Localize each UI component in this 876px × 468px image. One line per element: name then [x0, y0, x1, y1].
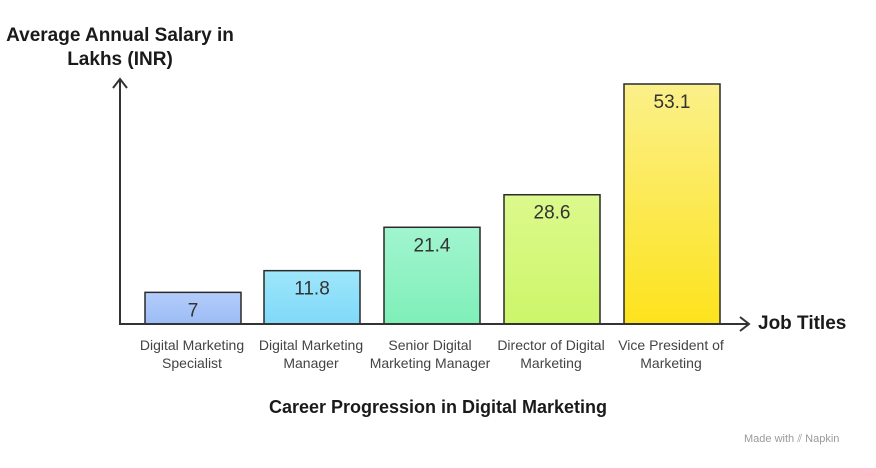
bar-value-label-5: 53.1 [654, 92, 691, 113]
chart-title: Career Progression in Digital Marketing [268, 397, 608, 417]
x-axis-label: Job Titles [758, 313, 847, 334]
bar-2 [263, 269, 361, 325]
bar-value-label-2: 11.8 [294, 279, 330, 300]
bar-value-label-3: 21.4 [414, 235, 451, 256]
bar-3 [383, 226, 481, 325]
bar-value-label-4: 28.6 [534, 203, 571, 224]
y-axis-arrow [112, 77, 128, 89]
bar-5 [623, 83, 721, 325]
y-axis-label: Average Annual Salary in Lakhs (INR) [6, 25, 234, 70]
napkin-logo-icon: ⫽ [797, 433, 803, 445]
category-label-manager: Digital Marketing Manager [258, 337, 364, 371]
x-axis-arrow [739, 316, 751, 332]
bar-value-label-1: 7 [188, 300, 199, 321]
watermark-text: Made with [744, 433, 795, 445]
category-label-senior-manager: Senior Digital Marketing Manager [369, 337, 491, 371]
bar-1 [144, 291, 242, 325]
watermark: Made with ⫽ Napkin [744, 433, 839, 446]
bar-4 [503, 193, 601, 325]
category-label-director: Director of Digital Marketing [497, 337, 605, 371]
category-label-specialist: Digital Marketing Specialist [139, 337, 245, 371]
category-label-vp: Vice President of Marketing [618, 337, 724, 371]
watermark-brand: Napkin [805, 433, 840, 445]
